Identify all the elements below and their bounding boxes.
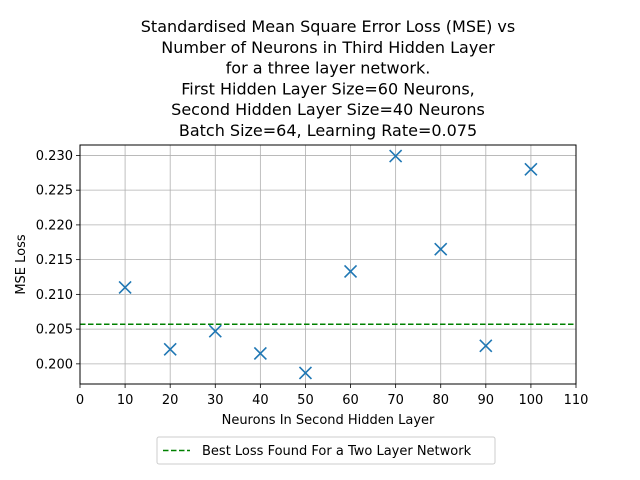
data-point-marker <box>253 346 267 360</box>
x-tick-label: 70 <box>387 393 404 408</box>
legend-entry-label: Best Loss Found For a Two Layer Network <box>202 444 472 459</box>
y-tick-label: 0.225 <box>36 184 73 199</box>
x-axis-ticks: 0 10 20 30 40 50 60 70 80 90 100 110 <box>76 384 589 408</box>
chart-title-line: First Hidden Layer Size=60 Neurons, <box>181 79 475 98</box>
x-axis-label: Neurons In Second Hidden Layer <box>222 413 435 428</box>
data-point-marker <box>389 149 403 163</box>
data-points <box>118 149 538 380</box>
x-tick-label: 10 <box>117 393 134 408</box>
chart-title-line: Standardised Mean Square Error Loss (MSE… <box>141 17 515 36</box>
x-tick-label: 0 <box>76 393 84 408</box>
x-tick-label: 50 <box>297 393 314 408</box>
x-tick-label: 60 <box>342 393 359 408</box>
x-tick-label: 40 <box>252 393 269 408</box>
data-point-marker <box>163 342 177 356</box>
data-point-marker <box>343 264 358 279</box>
grid <box>79 145 577 384</box>
plot-area <box>79 144 577 385</box>
legend: Best Loss Found For a Two Layer Network <box>156 436 496 465</box>
x-tick-label: 100 <box>518 393 543 408</box>
x-tick-label: 30 <box>207 393 224 408</box>
chart-title-line: Number of Neurons in Third Hidden Layer <box>161 38 495 57</box>
y-tick-label: 0.210 <box>36 288 73 303</box>
y-tick-label: 0.230 <box>36 149 73 164</box>
data-point-marker <box>118 280 132 294</box>
data-point-marker <box>479 339 493 353</box>
chart-title-line: Second Hidden Layer Size=40 Neurons <box>171 100 485 119</box>
x-tick-label: 90 <box>478 393 495 408</box>
data-point-marker <box>208 324 222 338</box>
data-point-marker <box>524 162 538 176</box>
y-tick-label: 0.205 <box>36 323 73 338</box>
y-tick-label: 0.220 <box>36 218 73 233</box>
y-axis-label: MSE Loss <box>14 234 29 295</box>
x-tick-label: 20 <box>162 393 179 408</box>
y-tick-label: 0.200 <box>36 357 73 372</box>
x-tick-label: 110 <box>564 393 589 408</box>
data-point-marker <box>298 366 313 380</box>
legend-box <box>156 436 496 465</box>
y-axis-ticks: 0.200 0.205 0.210 0.215 0.220 0.225 0.230 <box>36 149 80 372</box>
chart-title: Standardised Mean Square Error Loss (MSE… <box>141 17 515 140</box>
chart-title-line: Batch Size=64, Learning Rate=0.075 <box>179 121 477 140</box>
x-tick-label: 80 <box>432 393 449 408</box>
chart-title-line: for a three layer network. <box>226 59 431 78</box>
y-tick-label: 0.215 <box>36 253 73 268</box>
data-point-marker <box>434 242 448 256</box>
